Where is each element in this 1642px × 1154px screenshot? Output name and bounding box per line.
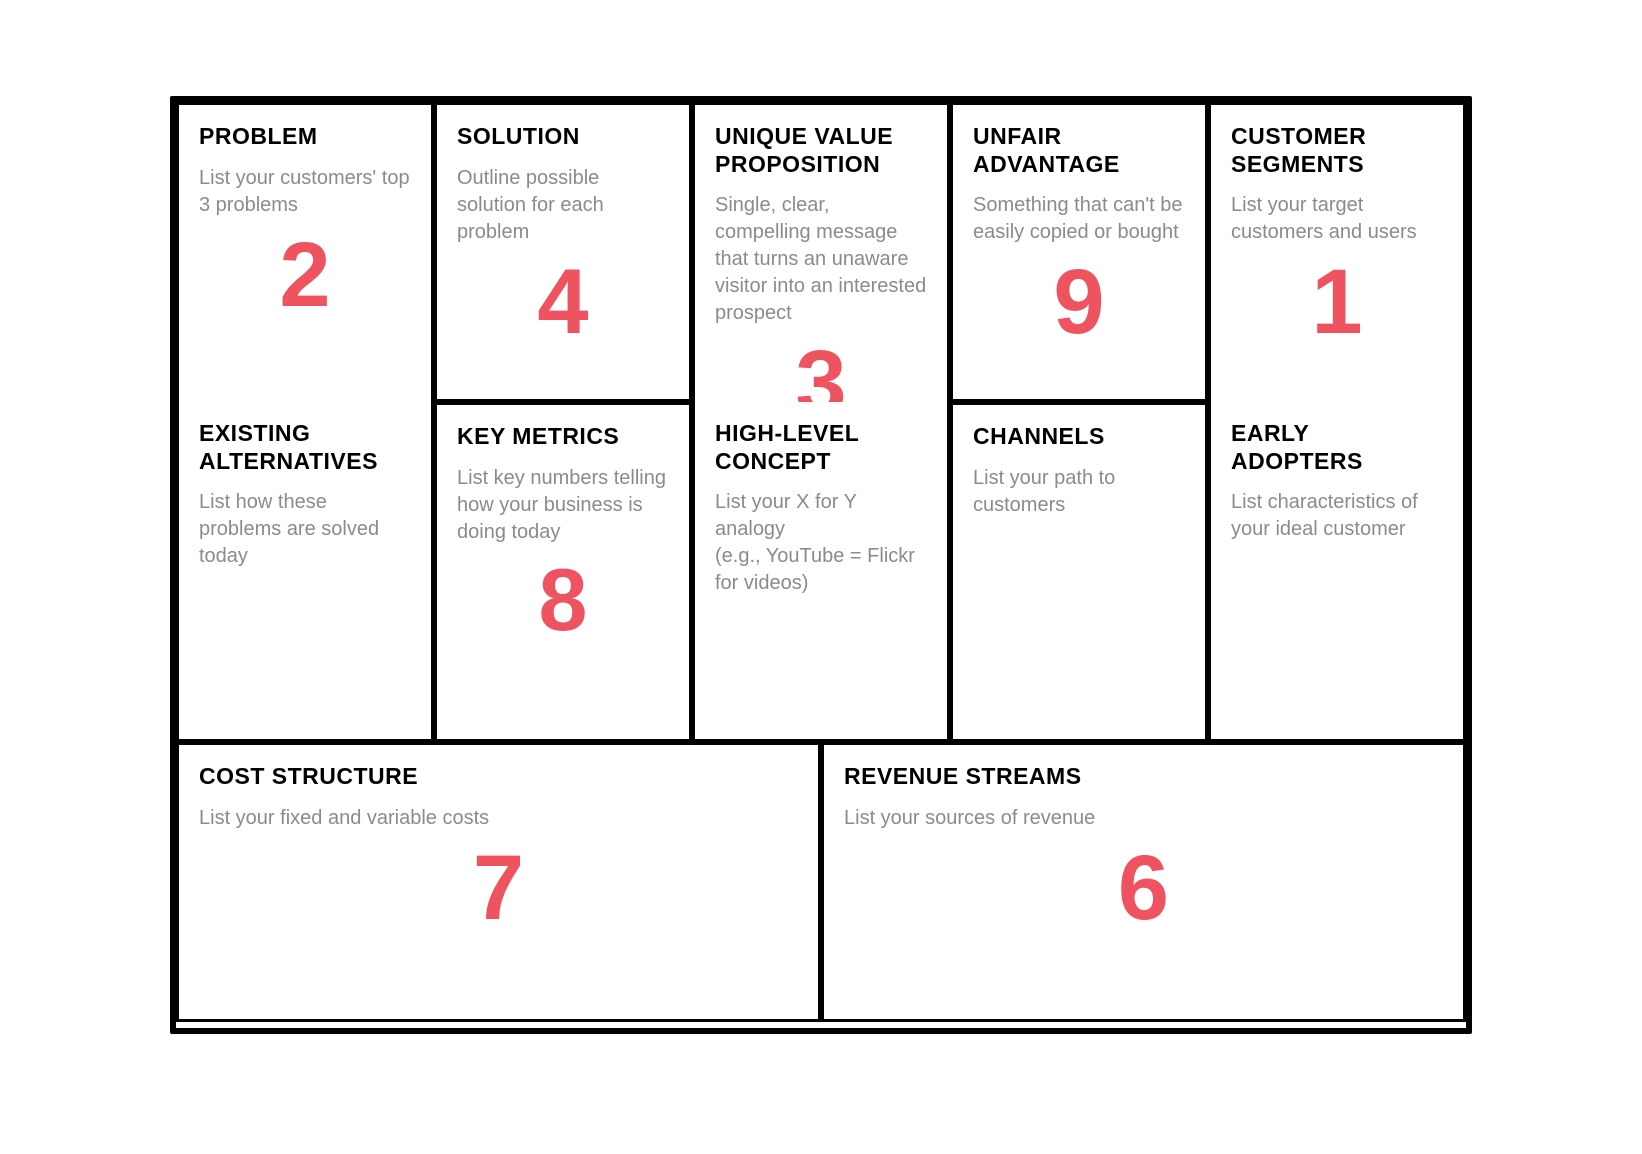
- cell-title: PROBLEM: [199, 123, 411, 151]
- cell-number: 9: [973, 256, 1185, 348]
- cell-title: EARLY ADOPTERS: [1231, 420, 1443, 475]
- cell-title: UNIQUE VALUE PROPOSITION: [715, 123, 927, 178]
- cell-title: UNFAIR ADVANTAGE: [973, 123, 1185, 178]
- cell-existing-alternatives: EXISTING ALTERNATIVES List how these pro…: [176, 402, 434, 742]
- cell-desc: List how these problems are solved today: [199, 489, 411, 570]
- cell-early-adopters: EARLY ADOPTERS List characteristics of y…: [1208, 402, 1466, 742]
- cell-number: 6: [844, 842, 1443, 934]
- cell-desc: List your X for Y analogy (e.g., YouTube…: [715, 489, 927, 597]
- cell-unique-value-proposition: UNIQUE VALUE PROPOSITION Single, clear, …: [692, 102, 950, 402]
- cell-cost-structure: COST STRUCTURE List your fixed and varia…: [176, 742, 821, 1022]
- cell-key-metrics: KEY METRICS List key numbers telling how…: [434, 402, 692, 742]
- cell-number: 1: [1231, 256, 1443, 348]
- cell-title: EXISTING ALTERNATIVES: [199, 420, 411, 475]
- cell-desc: List your fixed and variable costs: [199, 805, 798, 832]
- cell-channels: CHANNELS List your path to customers: [950, 402, 1208, 742]
- cell-title: CHANNELS: [973, 423, 1185, 451]
- cell-number: 2: [199, 229, 411, 321]
- cell-desc: List your path to customers: [973, 465, 1185, 519]
- cell-number: 8: [457, 556, 669, 644]
- cell-desc: List characteristics of your ideal custo…: [1231, 489, 1443, 543]
- canvas-grid: PROBLEM List your customers' top 3 probl…: [170, 96, 1472, 1034]
- cell-revenue-streams: REVENUE STREAMS List your sources of rev…: [821, 742, 1466, 1022]
- cell-title: COST STRUCTURE: [199, 763, 798, 791]
- cell-title: CUSTOMER SEGMENTS: [1231, 123, 1443, 178]
- cell-title: SOLUTION: [457, 123, 669, 151]
- cell-desc: Outline possible solution for each probl…: [457, 165, 669, 246]
- cell-number: 7: [199, 842, 798, 934]
- cell-desc: Single, clear, compelling message that t…: [715, 192, 927, 327]
- cell-desc: List key numbers telling how your busine…: [457, 465, 669, 546]
- cell-title: KEY METRICS: [457, 423, 669, 451]
- cell-desc: Something that can't be easily copied or…: [973, 192, 1185, 246]
- cell-customer-segments: CUSTOMER SEGMENTS List your target custo…: [1208, 102, 1466, 402]
- cell-desc: List your target customers and users: [1231, 192, 1443, 246]
- cell-desc: List your sources of revenue: [844, 805, 1443, 832]
- cell-title: REVENUE STREAMS: [844, 763, 1443, 791]
- cell-solution: SOLUTION Outline possible solution for e…: [434, 102, 692, 402]
- cell-number: 4: [457, 256, 669, 348]
- cell-desc: List your customers' top 3 problems: [199, 165, 411, 219]
- lean-canvas-diagram: PROBLEM List your customers' top 3 probl…: [0, 0, 1642, 1154]
- cell-title: HIGH-LEVEL CONCEPT: [715, 420, 927, 475]
- cell-problem: PROBLEM List your customers' top 3 probl…: [176, 102, 434, 402]
- cell-high-level-concept: HIGH-LEVEL CONCEPT List your X for Y ana…: [692, 402, 950, 742]
- cell-unfair-advantage: UNFAIR ADVANTAGE Something that can't be…: [950, 102, 1208, 402]
- cell-number: 3: [715, 337, 927, 402]
